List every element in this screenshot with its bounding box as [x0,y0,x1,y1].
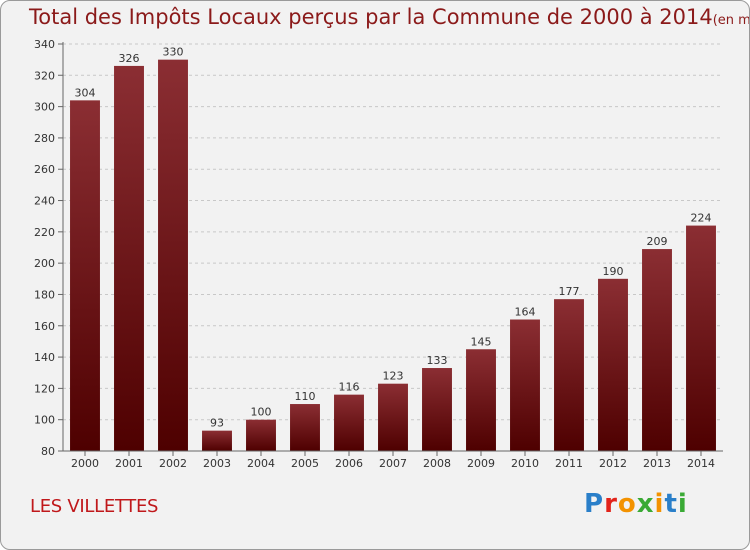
bar-2004 [246,419,276,451]
bar-2010 [510,319,540,451]
data-label-2004: 100 [251,406,272,419]
data-label-2010: 164 [515,306,536,319]
data-label-2001: 326 [119,52,140,65]
x-tick-label-2001: 2001 [115,457,143,470]
bar-2014 [686,225,716,451]
x-tick-label-2008: 2008 [423,457,451,470]
x-tick-label-2003: 2003 [203,457,231,470]
x-tick-label-2004: 2004 [247,457,275,470]
logo-letter: t [664,489,678,519]
x-tick-label-2005: 2005 [291,457,319,470]
logo-letter: P [584,489,605,519]
bar-2009 [466,349,496,451]
bar-2012 [598,278,628,451]
data-label-2012: 190 [603,265,624,278]
data-label-2014: 224 [691,212,712,225]
x-tick-label-2014: 2014 [687,457,715,470]
x-tick-label-2006: 2006 [335,457,363,470]
proxiti-logo: Proxiti [584,489,688,519]
y-tick-label: 100 [34,414,55,427]
x-tick-label-2012: 2012 [599,457,627,470]
x-tick-label-2011: 2011 [555,457,583,470]
bar-2006 [334,394,364,451]
chart-title: Total des Impôts Locaux perçus par la Co… [29,5,750,29]
y-tick-label: 80 [41,445,55,458]
logo-letter: x [636,489,655,519]
bar-2001 [114,65,144,452]
x-tick-label-2000: 2000 [71,457,99,470]
bar-2011 [554,299,584,451]
chart-title-main: Total des Impôts Locaux perçus par la Co… [29,5,713,29]
y-tick-label: 120 [34,382,55,395]
x-tick-label-2007: 2007 [379,457,407,470]
y-tick-label: 180 [34,288,55,301]
bar-2007 [378,383,408,451]
y-tick-label: 340 [34,38,55,51]
y-tick-label: 320 [34,69,55,82]
x-tick-label-2009: 2009 [467,457,495,470]
x-tick-label-2010: 2010 [511,457,539,470]
y-tick-label: 140 [34,351,55,364]
y-tick-label: 240 [34,195,55,208]
data-label-2006: 116 [339,381,360,394]
data-label-2005: 110 [295,390,316,403]
logo-letter: i [654,489,665,519]
data-label-2011: 177 [559,285,580,298]
data-label-2008: 133 [427,354,448,367]
bar-2002 [158,59,188,452]
chart-title-unit: (en milliers d'€) [712,13,750,28]
data-label-2000: 304 [75,86,96,99]
commune-name: LES VILLETTES [30,496,159,517]
bars: 304 326 330 93 100 110 116 123 133 145 164 177 190 20… [70,46,716,452]
y-tick-label: 160 [34,320,55,333]
data-label-2003: 93 [210,417,224,430]
logo-letter: r [604,489,618,519]
y-tick-label: 220 [34,226,55,239]
y-tick-label: 280 [34,132,55,145]
bar-2005 [290,404,320,451]
bar-2008 [422,368,452,451]
data-label-2002: 330 [163,46,184,59]
bar-2013 [642,249,672,451]
logo-letter: i [677,489,688,519]
x-tick-label-2002: 2002 [159,457,187,470]
y-tick-label: 300 [34,101,55,114]
axes: 80 100 120 140 160 180 200 220 240 260 280 300 320 34… [34,38,723,470]
bar-2000 [70,100,100,451]
logo-letter: o [617,489,637,519]
data-label-2007: 123 [383,370,404,383]
x-tick-label-2013: 2013 [643,457,671,470]
bar-2003 [202,430,232,451]
y-tick-label: 260 [34,163,55,176]
data-label-2009: 145 [471,335,492,348]
y-tick-label: 200 [34,257,55,270]
data-label-2013: 209 [647,235,668,248]
